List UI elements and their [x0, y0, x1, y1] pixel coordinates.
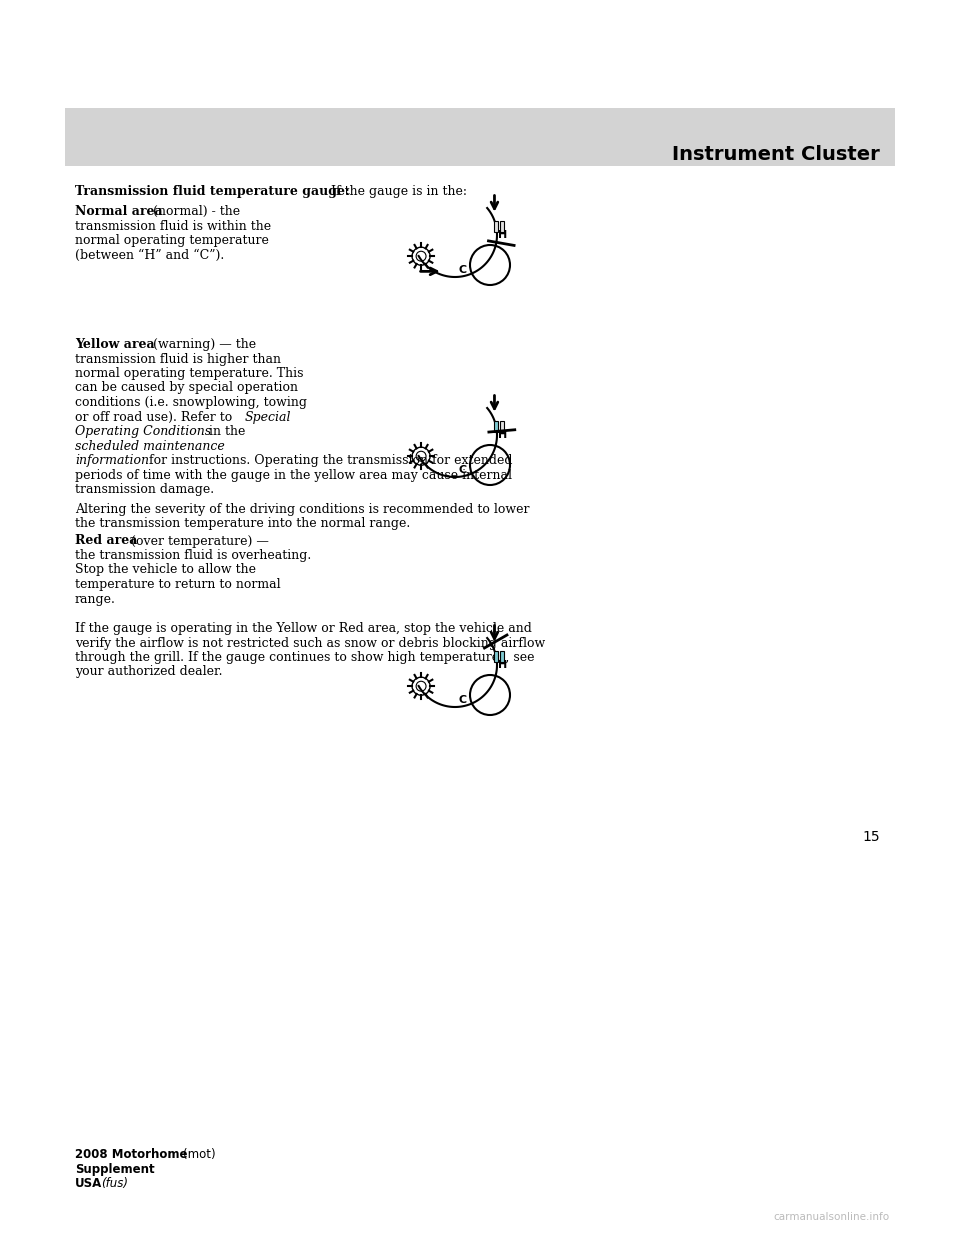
Text: (fus): (fus)	[101, 1177, 128, 1190]
Text: normal operating temperature. This: normal operating temperature. This	[75, 366, 303, 380]
Bar	[494, 651, 498, 662]
Text: range.: range.	[75, 592, 116, 606]
Text: temperature to return to normal: temperature to return to normal	[75, 578, 280, 591]
Text: 15: 15	[862, 830, 880, 845]
Text: for instructions. Operating the transmission for extended: for instructions. Operating the transmis…	[145, 455, 513, 467]
Text: H: H	[498, 430, 507, 440]
Text: transmission fluid is within the: transmission fluid is within the	[75, 220, 271, 232]
Text: your authorized dealer.: your authorized dealer.	[75, 666, 223, 678]
Text: carmanualsonline.info: carmanualsonline.info	[774, 1212, 890, 1222]
Text: in the: in the	[205, 425, 246, 438]
Text: Operating Conditions: Operating Conditions	[75, 425, 211, 438]
Text: Transmission fluid temperature gauge:: Transmission fluid temperature gauge:	[75, 185, 349, 197]
Text: Instrument Cluster: Instrument Cluster	[672, 145, 880, 164]
Bar	[500, 421, 504, 432]
Text: Red area: Red area	[75, 534, 137, 548]
Text: 2008 Motorhome: 2008 Motorhome	[75, 1148, 187, 1161]
Text: C: C	[459, 696, 468, 705]
Text: H: H	[498, 230, 507, 240]
Text: normal operating temperature: normal operating temperature	[75, 233, 269, 247]
Text: (over temperature) —: (over temperature) —	[127, 534, 269, 548]
Text: through the grill. If the gauge continues to show high temperatures, see: through the grill. If the gauge continue…	[75, 651, 535, 664]
Text: transmission fluid is higher than: transmission fluid is higher than	[75, 353, 281, 365]
Text: H: H	[498, 660, 507, 669]
Text: Yellow area: Yellow area	[75, 338, 155, 351]
Bar	[494, 421, 498, 432]
Text: or off road use). Refer to: or off road use). Refer to	[75, 411, 236, 424]
Text: Normal area: Normal area	[75, 205, 162, 219]
Text: scheduled maintenance: scheduled maintenance	[75, 440, 225, 452]
Text: verify the airflow is not restricted such as snow or debris blocking airflow: verify the airflow is not restricted suc…	[75, 636, 545, 650]
Text: Altering the severity of the driving conditions is recommended to lower: Altering the severity of the driving con…	[75, 503, 530, 515]
Text: Special: Special	[245, 411, 292, 424]
Text: can be caused by special operation: can be caused by special operation	[75, 381, 298, 395]
Text: If the gauge is operating in the Yellow or Red area, stop the vehicle and: If the gauge is operating in the Yellow …	[75, 622, 532, 635]
Text: Stop the vehicle to allow the: Stop the vehicle to allow the	[75, 564, 256, 576]
Text: (normal) - the: (normal) - the	[149, 205, 240, 219]
Text: information: information	[75, 455, 149, 467]
Text: conditions (i.e. snowplowing, towing: conditions (i.e. snowplowing, towing	[75, 396, 307, 409]
Bar	[65, 108, 895, 166]
Bar	[500, 221, 504, 232]
Text: Supplement: Supplement	[75, 1163, 155, 1175]
Text: (between “H” and “C”).: (between “H” and “C”).	[75, 248, 225, 262]
Text: C: C	[459, 265, 468, 274]
Text: If the gauge is in the:: If the gauge is in the:	[327, 185, 467, 197]
Text: (warning) — the: (warning) — the	[149, 338, 256, 351]
Text: the transmission fluid is overheating.: the transmission fluid is overheating.	[75, 549, 311, 561]
Text: USA: USA	[75, 1177, 103, 1190]
Bar	[500, 651, 504, 662]
Text: C: C	[459, 465, 468, 474]
Text: transmission damage.: transmission damage.	[75, 483, 214, 496]
Bar	[494, 221, 498, 232]
Text: (mot): (mot)	[183, 1148, 216, 1161]
Text: periods of time with the gauge in the yellow area may cause internal: periods of time with the gauge in the ye…	[75, 468, 512, 482]
Text: the transmission temperature into the normal range.: the transmission temperature into the no…	[75, 517, 410, 530]
